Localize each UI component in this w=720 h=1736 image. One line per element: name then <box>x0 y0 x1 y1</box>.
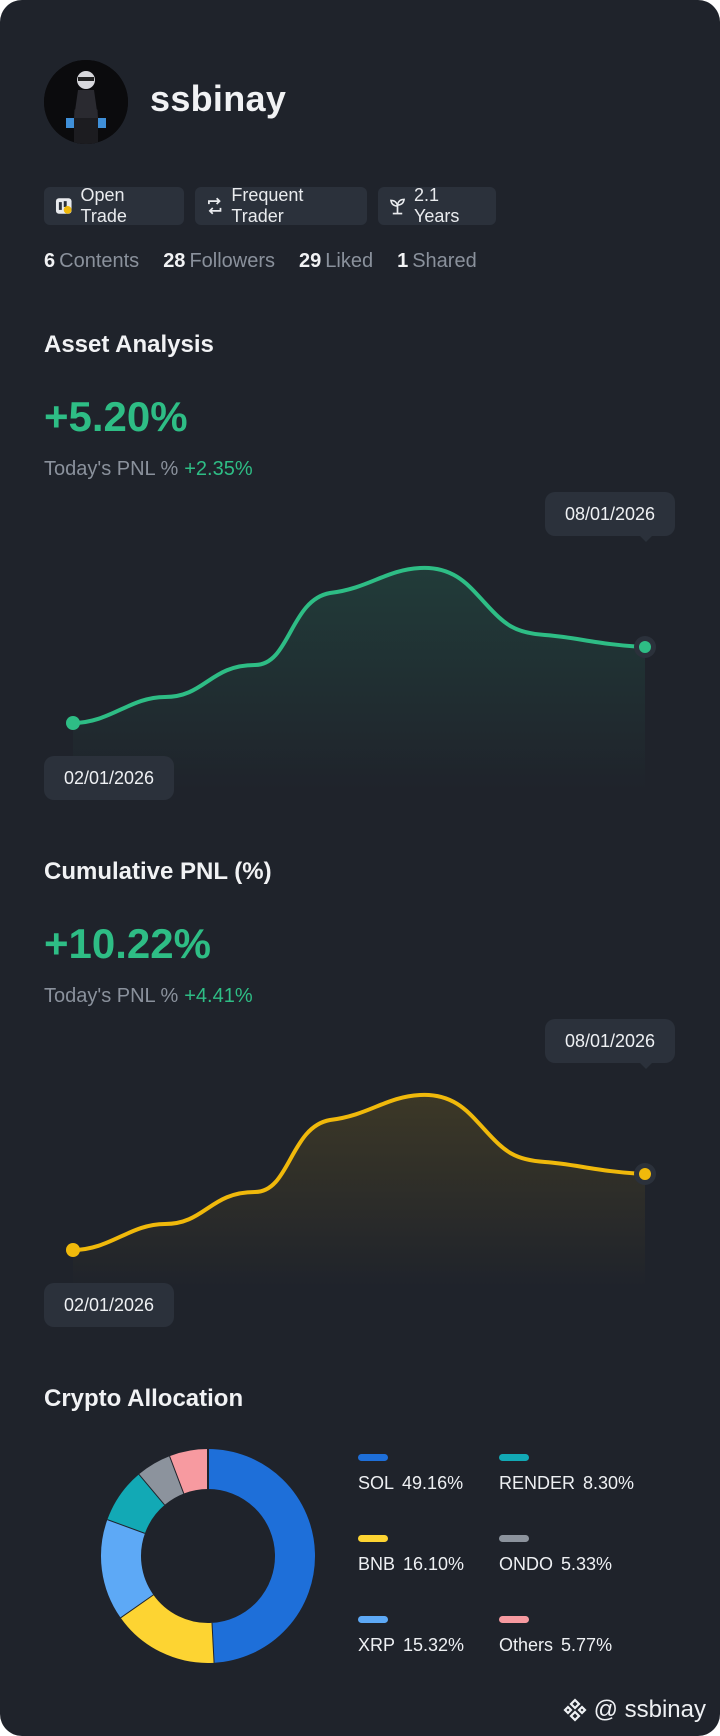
legend-swatch <box>499 1454 529 1461</box>
sprout-icon <box>389 198 406 215</box>
allocation-title: Crypto Allocation <box>44 1385 244 1412</box>
legend-swatch <box>499 1535 529 1542</box>
legend-swatch <box>358 1535 388 1542</box>
tooltip-caret <box>640 536 652 542</box>
donut-slice-bnb[interactable] <box>120 1593 214 1663</box>
donut-slice-sol[interactable] <box>207 1449 315 1663</box>
cumulative-end-date: 08/01/2026 <box>545 1019 675 1063</box>
legend-render[interactable]: RENDER 8.30% <box>499 1454 634 1494</box>
stat-shared[interactable]: 1 Shared <box>397 250 477 272</box>
tag-label: Open Trade <box>80 185 127 226</box>
allocation-donut[interactable] <box>96 1444 320 1668</box>
asset-start-point <box>66 716 80 730</box>
profile-stats: 6 Contents 28 Followers 29 Liked 1 Shared <box>44 250 477 273</box>
donut-separator <box>169 1455 186 1494</box>
legend-others[interactable]: Others 5.77% <box>499 1616 612 1656</box>
legend-name: Others <box>499 1635 554 1655</box>
legend-pct: 5.33% <box>561 1554 613 1574</box>
asset-analysis-value: +5.20% <box>44 393 188 440</box>
repeat-icon <box>208 197 222 215</box>
legend-pct: 49.16% <box>402 1473 464 1493</box>
tooltip-caret <box>640 1063 652 1069</box>
donut-slices <box>101 1449 315 1663</box>
cumulative-start-date: 02/01/2026 <box>44 1283 174 1327</box>
legend-pct: 8.30% <box>583 1473 635 1493</box>
cumulative-today-pnl: Today's PNL % +4.41% <box>44 985 253 1007</box>
donut-separator <box>107 1518 146 1534</box>
legend-swatch <box>499 1616 529 1623</box>
legend-swatch <box>358 1454 388 1461</box>
legend-pct: 15.32% <box>403 1635 465 1655</box>
legend-name: XRP <box>358 1635 396 1655</box>
stat-contents[interactable]: 6 Contents <box>44 250 140 272</box>
asset-end-date: 08/01/2026 <box>545 492 675 536</box>
tag-open-trade[interactable]: Open Trade <box>44 185 184 226</box>
asset-today-pnl: Today's PNL % +2.35% <box>44 458 253 480</box>
cumulative-start-point <box>66 1243 80 1257</box>
asset-analysis-chart[interactable] <box>0 490 720 790</box>
cumulative-pnl-value: +10.22% <box>44 920 211 967</box>
donut-slice-render[interactable] <box>107 1473 166 1534</box>
donut-slice-xrp[interactable] <box>101 1519 154 1618</box>
asset-end-point <box>639 641 651 653</box>
cumulative-line <box>71 1092 647 1252</box>
legend-name: RENDER <box>499 1473 576 1493</box>
username: ssbinay <box>150 78 287 119</box>
open-trade-icon <box>55 198 72 214</box>
legend-sol[interactable]: SOL 49.16% <box>358 1454 463 1494</box>
legend-ondo[interactable]: ONDO 5.33% <box>499 1535 612 1575</box>
legend-pct: 16.10% <box>403 1554 465 1574</box>
tag-label: 2.1 Years <box>414 185 460 226</box>
cumulative-pnl-title: Cumulative PNL (%) <box>44 858 272 885</box>
tag-years[interactable]: 2.1 Years <box>378 185 496 226</box>
legend-swatch <box>358 1616 388 1623</box>
legend-bnb[interactable]: BNB 16.10% <box>358 1535 464 1575</box>
asset-start-date: 02/01/2026 <box>44 756 174 800</box>
legend-name: SOL <box>358 1473 395 1493</box>
avatar[interactable] <box>44 60 128 144</box>
donut-slice-ondo[interactable] <box>139 1455 185 1506</box>
tag-frequent-trader[interactable]: Frequent Trader <box>195 185 367 226</box>
legend-name: ONDO <box>499 1554 553 1574</box>
stat-liked[interactable]: 29 Liked <box>299 250 374 272</box>
asset-area <box>73 567 645 790</box>
tag-label: Frequent Trader <box>231 185 304 226</box>
asset-line <box>71 565 647 725</box>
binance-logo-icon <box>563 1698 587 1722</box>
cumulative-pnl-chart[interactable] <box>0 1017 720 1317</box>
cumulative-area <box>73 1094 645 1287</box>
donut-slice-others[interactable] <box>170 1449 209 1494</box>
legend-pct: 5.77% <box>561 1635 613 1655</box>
legend-xrp[interactable]: XRP 15.32% <box>358 1616 464 1656</box>
watermark-handle: @ ssbinay <box>593 1696 706 1723</box>
stat-followers[interactable]: 28 Followers <box>163 250 276 272</box>
legend-name: BNB <box>358 1554 396 1574</box>
cumulative-end-point <box>639 1168 651 1180</box>
watermark: @ ssbinay <box>562 1696 706 1724</box>
asset-analysis-title: Asset Analysis <box>44 331 214 358</box>
